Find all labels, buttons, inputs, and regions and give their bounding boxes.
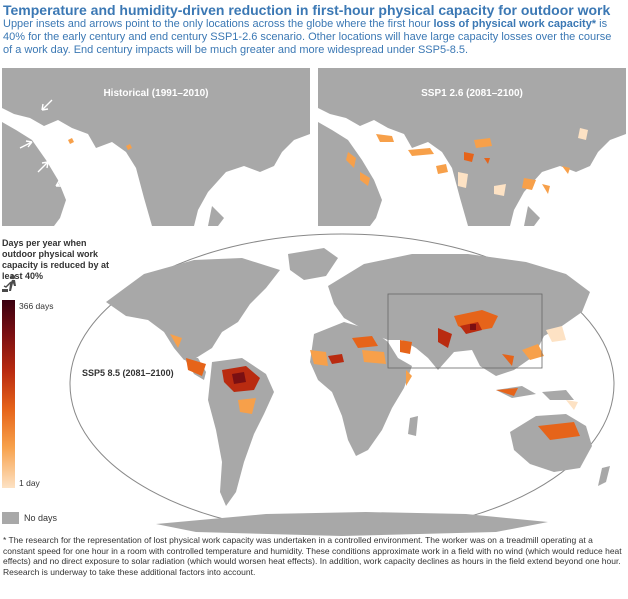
intro-text: Upper insets and arrows point to the onl… xyxy=(3,18,623,57)
scale-min-label: 1 day xyxy=(19,478,40,488)
ssp585-world-map xyxy=(66,230,628,540)
intro-text-bold: loss of physical work capacity* xyxy=(433,18,597,30)
outdoor-worker-icon xyxy=(2,274,20,297)
historical-inset-label: Historical (1991–2010) xyxy=(103,88,209,99)
historical-inset-map: Historical (1991–2010) xyxy=(2,68,310,226)
ssp126-inset-label: SSP1 2.6 (2081–2100) xyxy=(421,88,523,99)
intro-text-start: Upper insets and arrows point to the onl… xyxy=(3,18,434,30)
scale-max-label: 366 days xyxy=(19,301,54,311)
no-days-swatch xyxy=(2,512,19,524)
intro-text-end: is 40% for the early century and end cen… xyxy=(3,18,612,56)
page-title: Temperature and humidity-driven reductio… xyxy=(3,2,611,18)
no-days-label: No days xyxy=(24,513,58,523)
legend-title: Days per year when outdoor physical work… xyxy=(2,238,110,281)
days-color-scale xyxy=(2,300,15,488)
ssp585-map-label: SSP5 8.5 (2081–2100) xyxy=(82,368,174,378)
ssp126-inset-map: SSP1 2.6 (2081–2100) xyxy=(318,68,626,226)
footnote: * The research for the representation of… xyxy=(3,535,622,577)
